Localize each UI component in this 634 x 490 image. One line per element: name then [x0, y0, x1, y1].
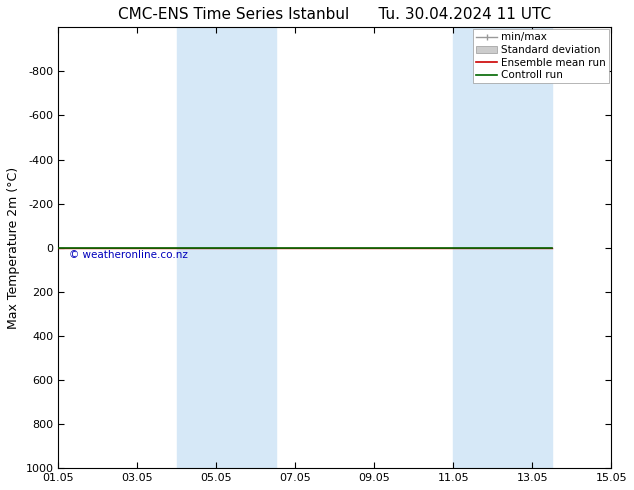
Text: © weatheronline.co.nz: © weatheronline.co.nz [69, 250, 188, 260]
Title: CMC-ENS Time Series Istanbul      Tu. 30.04.2024 11 UTC: CMC-ENS Time Series Istanbul Tu. 30.04.2… [118, 7, 552, 22]
Legend: min/max, Standard deviation, Ensemble mean run, Controll run: min/max, Standard deviation, Ensemble me… [473, 29, 609, 83]
Bar [453, 27, 552, 468]
Y-axis label: Max Temperature 2m (°C): Max Temperature 2m (°C) [7, 167, 20, 329]
Bar [177, 27, 276, 468]
